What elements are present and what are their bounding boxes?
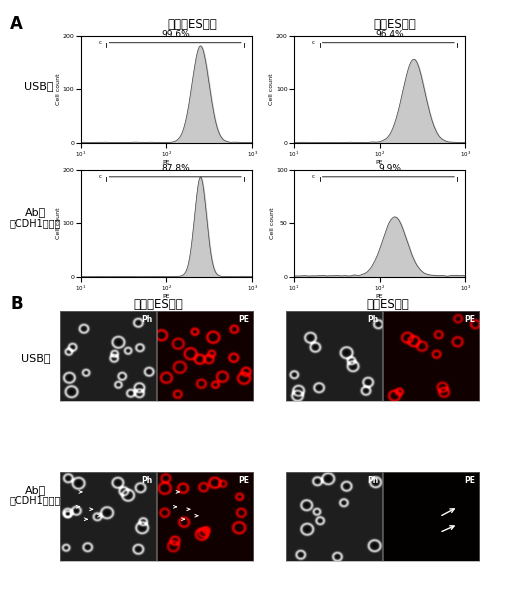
Text: 未分化ES細胞: 未分化ES細胞: [134, 298, 184, 311]
Text: 87.8%: 87.8%: [162, 164, 190, 173]
Text: USB法: USB法: [21, 353, 50, 362]
X-axis label: PE: PE: [163, 160, 170, 165]
Text: PE: PE: [238, 476, 250, 485]
Y-axis label: Cell count: Cell count: [269, 73, 275, 105]
X-axis label: PE: PE: [163, 294, 170, 299]
Text: PE: PE: [464, 476, 476, 485]
Text: c: c: [99, 41, 102, 45]
Y-axis label: Cell count: Cell count: [269, 207, 275, 240]
Text: USB法: USB法: [24, 82, 54, 91]
Text: 9.9%: 9.9%: [378, 164, 401, 173]
X-axis label: PE: PE: [376, 160, 383, 165]
Text: Ab法: Ab法: [25, 207, 46, 216]
Text: Ab法: Ab法: [25, 485, 46, 495]
Text: 99.6%: 99.6%: [162, 30, 190, 39]
Text: Ph: Ph: [141, 476, 152, 485]
Text: B: B: [10, 295, 23, 313]
Text: Ph: Ph: [367, 476, 379, 485]
Text: PE: PE: [464, 315, 476, 324]
X-axis label: PE: PE: [376, 294, 383, 299]
Text: A: A: [10, 15, 23, 33]
Y-axis label: Cell count: Cell count: [56, 207, 61, 240]
Text: （CDH1抗体）: （CDH1抗体）: [10, 219, 61, 228]
Text: 未分化ES細胞: 未分化ES細胞: [167, 18, 217, 31]
Text: c: c: [312, 175, 315, 179]
Text: PE: PE: [238, 315, 250, 324]
Text: Ph: Ph: [141, 315, 152, 324]
Text: Ph: Ph: [367, 315, 379, 324]
Text: （CDH1抗体）: （CDH1抗体）: [10, 496, 61, 505]
Y-axis label: Cell count: Cell count: [56, 73, 61, 105]
Text: 96.4%: 96.4%: [375, 30, 404, 39]
Text: c: c: [99, 175, 102, 179]
Text: 分化ES細胞: 分化ES細胞: [374, 18, 417, 31]
Text: c: c: [312, 41, 315, 45]
Text: 分化ES細胞: 分化ES細胞: [366, 298, 409, 311]
